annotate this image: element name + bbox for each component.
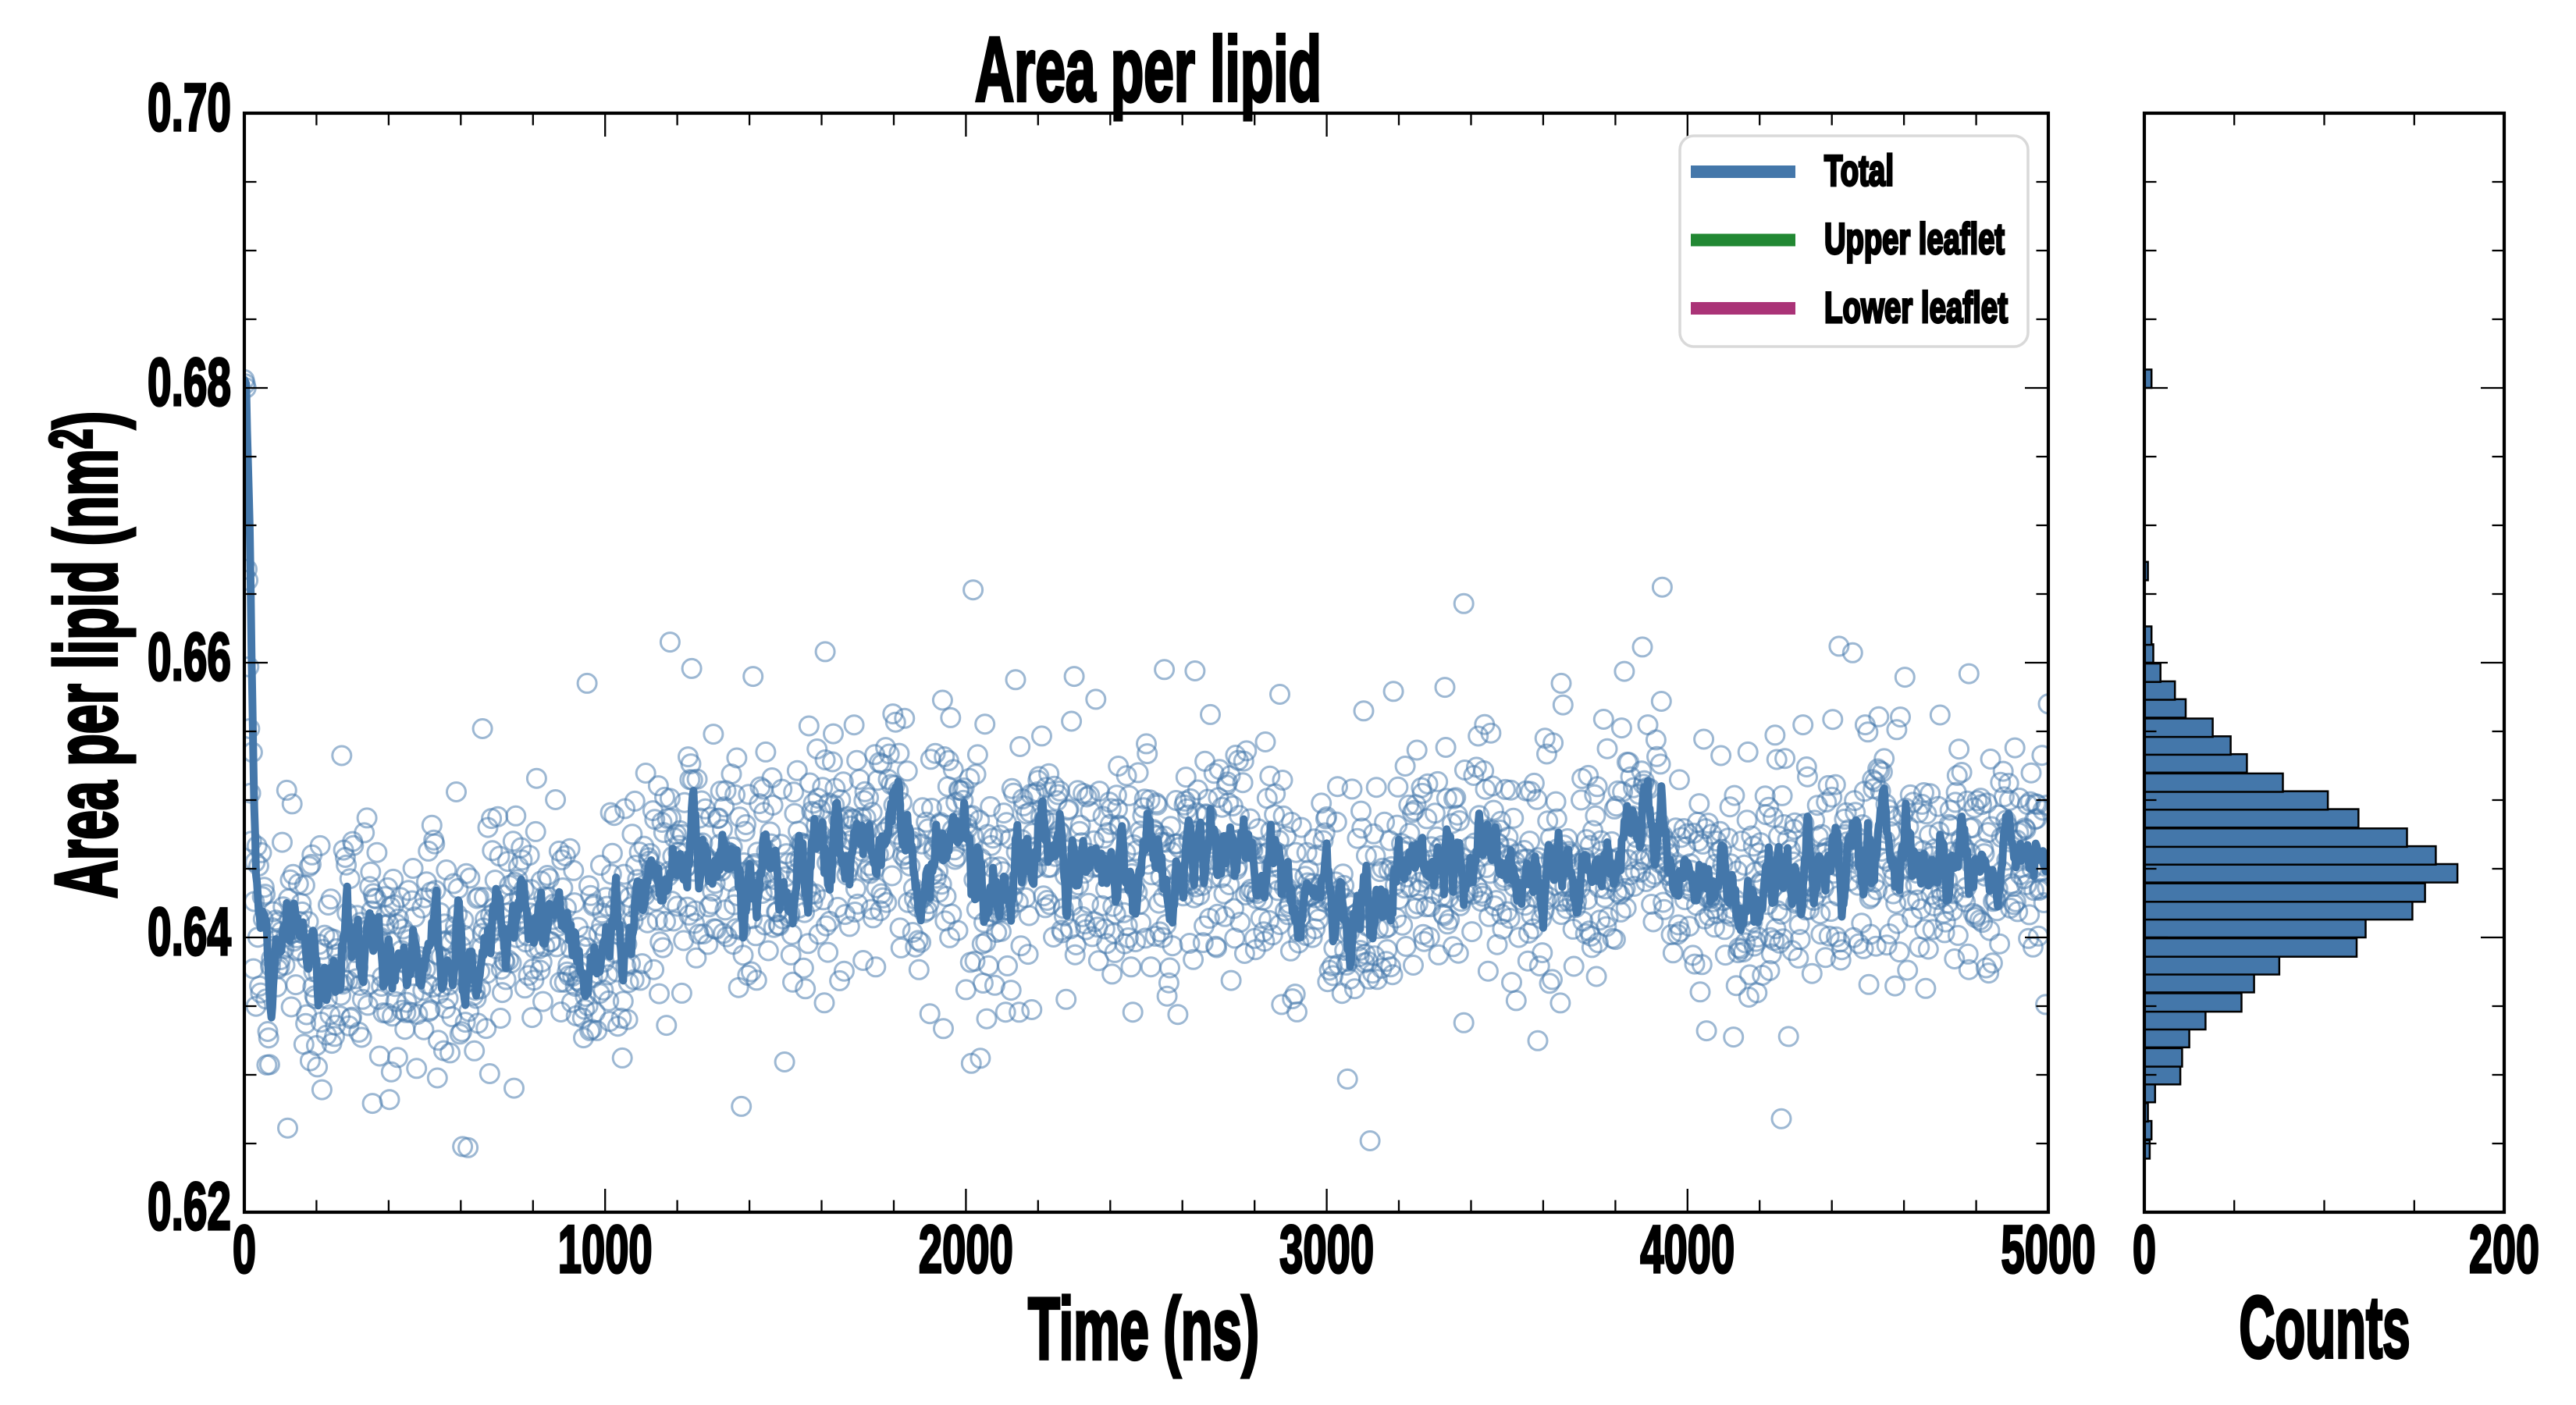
svg-text:200: 200: [2469, 1212, 2539, 1287]
svg-text:4000: 4000: [1640, 1212, 1735, 1287]
svg-text:Upper leaflet: Upper leaflet: [1824, 214, 2005, 263]
svg-text:Lower leaflet: Lower leaflet: [1824, 283, 2008, 332]
svg-text:Area per lipid: Area per lipid: [975, 18, 1322, 120]
svg-text:Counts: Counts: [2240, 1279, 2411, 1376]
svg-text:Time (ns): Time (ns): [1028, 1280, 1259, 1378]
svg-text:0.70: 0.70: [148, 70, 231, 145]
svg-text:3000: 3000: [1279, 1212, 1374, 1287]
svg-text:1000: 1000: [558, 1212, 653, 1287]
svg-text:0.68: 0.68: [148, 345, 231, 420]
svg-text:0: 0: [2133, 1212, 2156, 1287]
svg-text:0.66: 0.66: [148, 620, 231, 695]
svg-text:0: 0: [233, 1212, 256, 1287]
svg-text:5000: 5000: [2001, 1212, 2096, 1287]
svg-text:Total: Total: [1824, 145, 1894, 194]
svg-text:0.64: 0.64: [148, 895, 231, 969]
svg-text:Area per lipid (nm2): Area per lipid (nm2): [37, 411, 135, 898]
svg-text:2000: 2000: [919, 1212, 1013, 1287]
svg-text:0.62: 0.62: [148, 1169, 231, 1244]
